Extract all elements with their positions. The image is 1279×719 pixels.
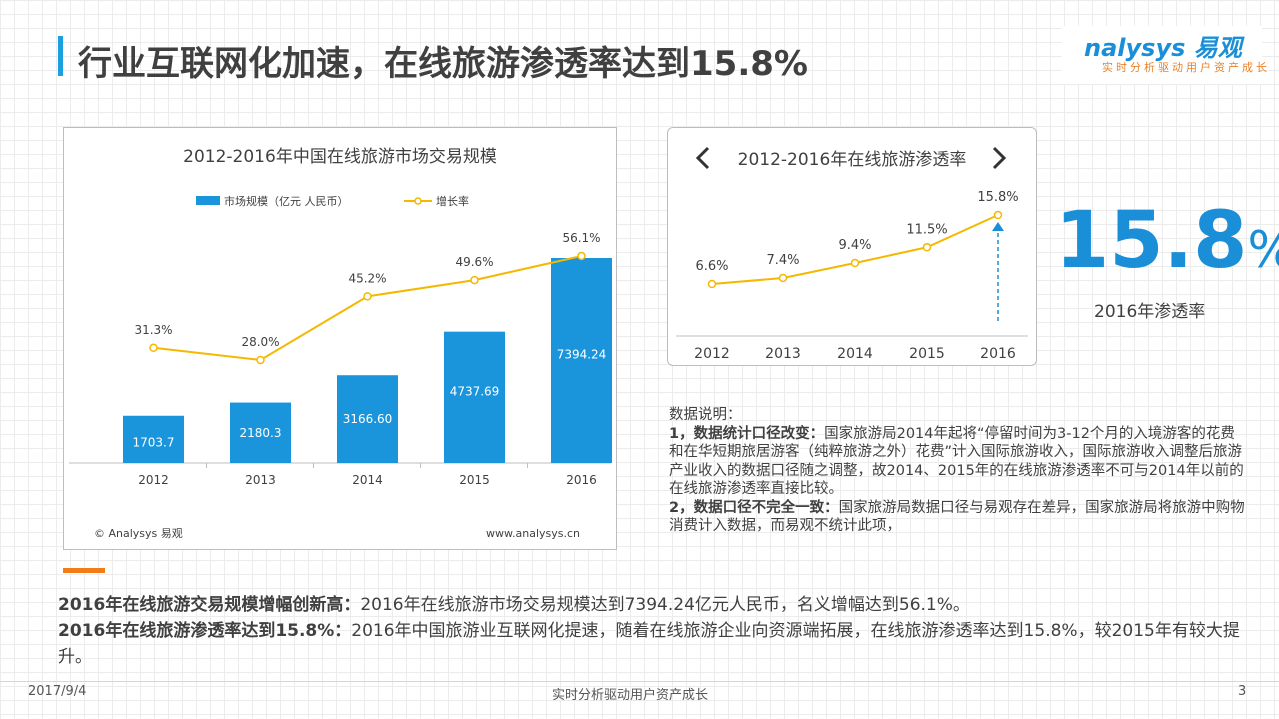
growth-point	[256, 355, 265, 365]
footer-slogan: 实时分析驱动用户资产成长	[552, 688, 709, 703]
growth-label: 56.1%	[562, 231, 600, 245]
penetration-point	[993, 210, 1003, 220]
highlight-value: 15.8%	[1055, 196, 1279, 286]
note-text: 国家旅游局2014年起将“停留时间为3-12个月的入境游客的花费和在华短期旅居游…	[669, 425, 1244, 498]
penetration-chart-panel: 2012-2016年在线旅游渗透率 6.6% 2012 7.4% 2013 9.4% 201…	[667, 127, 1037, 366]
highlight-number: 15.8	[1055, 196, 1248, 286]
title-accent-bar	[58, 36, 63, 76]
market-size-chart-panel: 2012-2016年中国在线旅游市场交易规模市场规模（亿元 人民币） 增长率 170…	[63, 127, 635, 550]
x-tick-label: 2016	[566, 473, 597, 487]
analysys-logo: nalysys 易观 实时分析驱动用户资产成长	[1062, 26, 1267, 84]
notes-heading: 数据说明：	[669, 407, 742, 423]
growth-label: 49.6%	[455, 255, 493, 269]
footer-date: 2017/9/4	[28, 684, 87, 699]
page-number: 3	[1238, 684, 1247, 699]
growth-point	[470, 275, 479, 285]
highlight-arrowhead	[992, 222, 1004, 231]
bar	[123, 415, 184, 463]
chart-title: 2012-2016年在线旅游渗透率	[738, 150, 967, 170]
note-text: 国家旅游局数据口径与易观存在差异，国家旅游局将旅游中购物消费计入数据，而易观不统…	[669, 499, 1245, 535]
next-arrow-icon[interactable]	[992, 146, 1007, 170]
growth-point	[577, 251, 586, 261]
x-tick-label: 2012	[138, 473, 169, 487]
section-accent-bar	[63, 568, 105, 573]
page-title: 行业互联网化加速，在线旅游渗透率达到15.8%	[78, 44, 808, 84]
bar	[337, 375, 398, 463]
penetration-point	[922, 243, 932, 252]
summary-title: 2016年在线旅游交易规模增幅创新高：	[58, 595, 361, 615]
note-item: 1，数据统计口径改变：国家旅游局2014年起将“停留时间为3-12个月的入境游客…	[669, 425, 1249, 499]
penetration-point	[778, 273, 788, 283]
highlight-unit: %	[1247, 221, 1279, 279]
bar-label: 1703.7	[133, 435, 175, 449]
growth-label: 28.0%	[241, 335, 279, 349]
x-tick-label: 2013	[765, 346, 801, 362]
penetration-label: 15.8%	[977, 190, 1018, 205]
penetration-label: 9.4%	[838, 238, 871, 253]
x-tick-label: 2014	[837, 346, 873, 362]
summary-title: 2016年在线旅游渗透率达到15.8%：	[58, 621, 352, 641]
chart-title: 2012-2016年中国在线旅游市场交易规模	[183, 147, 497, 167]
penetration-label: 7.4%	[766, 253, 799, 268]
x-tick-label: 2015	[459, 473, 490, 487]
penetration-label: 6.6%	[695, 259, 728, 274]
penetration-point	[707, 279, 717, 289]
bar	[230, 402, 291, 463]
bar-label: 7394.24	[557, 348, 607, 362]
growth-label: 31.3%	[134, 323, 172, 337]
summary: 2016年在线旅游交易规模增幅创新高：2016年在线旅游市场交易规模达到7394…	[58, 592, 1248, 670]
bar-label: 4737.69	[450, 384, 500, 398]
legend-bar-swatch	[196, 196, 220, 205]
note-title: 2，数据口径不完全一致：	[669, 499, 839, 516]
penetration-point	[850, 258, 860, 268]
legend-bar-label: 市场规模（亿元 人民币）	[224, 194, 349, 208]
x-tick-label: 2014	[352, 473, 383, 487]
data-notes: 数据说明： 1，数据统计口径改变：国家旅游局2014年起将“停留时间为3-12个…	[669, 406, 1249, 536]
summary-text: 2016年中国旅游业互联网化提速，随着在线旅游企业向资源端拓展，在线旅游渗透率达…	[58, 621, 1240, 667]
x-tick-label: 2013	[245, 473, 276, 487]
summary-item: 2016年在线旅游渗透率达到15.8%：2016年中国旅游业互联网化提速，随着在…	[58, 618, 1248, 670]
penetration-chart: 2012-2016年在线旅游渗透率 6.6% 2012 7.4% 2013 9.4% 201…	[676, 146, 1028, 362]
note-item: 2，数据口径不完全一致：国家旅游局数据口径与易观存在差异，国家旅游局将旅游中购物…	[669, 499, 1249, 536]
source-label: © Analysys 易观	[94, 527, 183, 540]
footer-divider	[0, 681, 1279, 682]
summary-item: 2016年在线旅游交易规模增幅创新高：2016年在线旅游市场交易规模达到7394…	[58, 592, 1248, 618]
note-title: 1，数据统计口径改变：	[669, 425, 825, 442]
logo-name: nalysys 易观	[1084, 34, 1242, 62]
legend-line-marker	[414, 197, 422, 205]
highlight-label: 2016年渗透率	[1094, 302, 1206, 322]
prev-arrow-icon[interactable]	[695, 146, 710, 170]
legend-line-label: 增长率	[436, 194, 469, 208]
logo-slogan: 实时分析驱动用户资产成长	[1102, 61, 1270, 74]
penetration-label: 11.5%	[906, 222, 947, 237]
website-label: www.analysys.cn	[486, 527, 580, 540]
growth-point	[363, 292, 372, 301]
bar	[551, 258, 612, 463]
x-tick-label: 2016	[980, 346, 1016, 362]
summary-text: 2016年在线旅游市场交易规模达到7394.24亿元人民币，名义增幅达到56.1…	[360, 595, 970, 615]
growth-point	[149, 343, 158, 353]
x-tick-label: 2015	[909, 346, 945, 362]
bar-label: 2180.3	[240, 426, 282, 440]
growth-label: 45.2%	[348, 271, 386, 285]
bar-label: 3166.60	[343, 412, 393, 426]
bar	[444, 331, 505, 463]
x-tick-label: 2012	[694, 346, 730, 362]
